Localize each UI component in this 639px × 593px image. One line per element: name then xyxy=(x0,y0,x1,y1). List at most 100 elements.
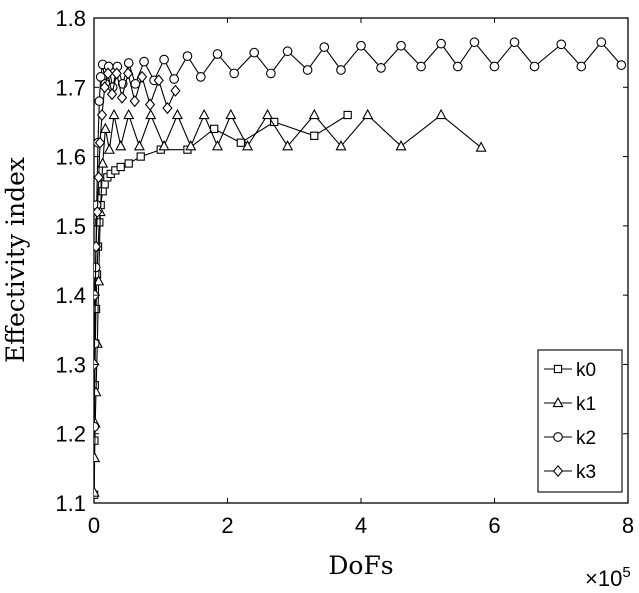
data-point-k3 xyxy=(94,136,106,149)
data-point-k2 xyxy=(302,65,313,75)
data-point-k3 xyxy=(99,81,110,94)
legend-item-k2: k2 xyxy=(544,428,596,449)
data-point-k1 xyxy=(94,385,102,397)
data-point-k1 xyxy=(123,108,135,120)
data-point-k2 xyxy=(95,72,106,82)
data-point-k2 xyxy=(529,61,540,72)
x-tick-label: 4 xyxy=(355,513,367,538)
y-tick-label: 1.4 xyxy=(55,283,86,308)
data-point-k2 xyxy=(130,78,141,89)
y-tick-label: 1.8 xyxy=(55,6,86,31)
data-point-k3 xyxy=(170,84,181,97)
data-point-k2 xyxy=(282,46,293,57)
data-point-k1 xyxy=(362,108,374,120)
data-point-k2 xyxy=(266,68,276,79)
legend-item-k0: k0 xyxy=(544,360,596,381)
legend-label: k3 xyxy=(576,462,596,483)
x-multiplier-exponent: 5 xyxy=(622,564,630,581)
series-k2 xyxy=(94,37,627,432)
data-point-k1 xyxy=(211,140,224,151)
data-point-k3 xyxy=(102,67,114,80)
data-point-k1 xyxy=(335,140,347,151)
x-tick-label: 8 xyxy=(622,513,634,538)
data-point-k1 xyxy=(97,157,109,168)
data-point-k2 xyxy=(159,54,169,65)
data-point-k3 xyxy=(153,74,164,87)
data-point-k0 xyxy=(94,304,101,314)
legend-marker-k3 xyxy=(552,464,564,478)
data-point-k1 xyxy=(94,451,101,463)
data-point-k0 xyxy=(310,131,319,140)
data-point-k2 xyxy=(123,58,134,68)
data-point-k1 xyxy=(145,108,157,120)
data-point-k2 xyxy=(94,96,105,106)
data-point-k0 xyxy=(236,138,245,147)
data-point-k2 xyxy=(489,61,500,72)
data-point-k1 xyxy=(133,140,145,151)
series-line-k1 xyxy=(94,113,482,493)
data-point-k2 xyxy=(139,56,149,67)
legend-marker-k0 xyxy=(553,364,563,374)
data-point-k0 xyxy=(136,152,145,161)
data-point-k2 xyxy=(356,40,366,51)
data-point-k2 xyxy=(336,65,346,75)
data-point-k3 xyxy=(144,98,156,111)
y-tick-label: 1.6 xyxy=(55,145,86,170)
y-tick-label: 1.5 xyxy=(55,214,86,239)
data-point-k1 xyxy=(282,140,294,151)
data-point-k2 xyxy=(436,38,446,49)
data-point-k1 xyxy=(308,108,320,120)
axes-layer: 0 2 4 6 8 1.1 1.2 1.3 1.4 1.5 1.6 1.7 1.8 xyxy=(55,6,634,538)
series-k1 xyxy=(94,108,487,497)
data-point-k1 xyxy=(171,108,183,120)
x-tick-label: 0 xyxy=(88,513,100,538)
data-point-k2 xyxy=(556,39,567,50)
y-tick-label: 1.1 xyxy=(55,491,86,516)
data-point-k1 xyxy=(94,275,105,286)
data-point-k1 xyxy=(158,140,170,151)
data-point-k2 xyxy=(616,60,627,70)
data-point-k1 xyxy=(395,140,407,151)
legend-marker-k1 xyxy=(552,396,564,408)
data-point-k2 xyxy=(195,72,206,82)
data-point-k1 xyxy=(115,140,127,151)
data-point-k2 xyxy=(416,61,426,72)
data-point-k1 xyxy=(94,486,100,497)
series-layer xyxy=(94,37,627,499)
data-point-k2 xyxy=(509,37,520,48)
x-tick-label: 6 xyxy=(488,513,500,538)
data-point-k2 xyxy=(319,42,330,52)
data-point-k3 xyxy=(94,171,104,184)
data-point-k2 xyxy=(376,63,386,73)
data-point-k1 xyxy=(225,108,237,120)
legend-marker-k2 xyxy=(553,432,563,442)
data-point-k1 xyxy=(185,140,197,151)
data-point-k2 xyxy=(94,421,100,432)
data-point-k3 xyxy=(96,108,108,122)
data-point-k0 xyxy=(98,187,107,196)
x-multiplier-label: ×105 xyxy=(585,564,631,591)
data-point-k0 xyxy=(343,110,352,120)
series-k3 xyxy=(94,67,181,371)
legend-box xyxy=(537,349,623,493)
legend-item-k1: k1 xyxy=(544,394,596,415)
data-point-k2 xyxy=(249,47,260,58)
data-point-k3 xyxy=(122,67,134,80)
data-point-k3 xyxy=(94,205,103,219)
data-point-k2 xyxy=(596,37,607,48)
data-point-k2 xyxy=(576,61,587,72)
data-point-k0 xyxy=(95,218,104,227)
data-point-k3 xyxy=(129,95,140,108)
data-point-k1 xyxy=(435,108,447,120)
legend-label: k1 xyxy=(576,394,596,415)
legend-item-k3: k3 xyxy=(544,462,596,483)
data-point-k1 xyxy=(99,122,111,134)
y-tick-label: 1.7 xyxy=(55,75,86,100)
data-point-k3 xyxy=(116,91,128,104)
data-point-k3 xyxy=(162,102,173,115)
data-point-k2 xyxy=(452,61,463,72)
y-tick-label: 1.2 xyxy=(55,422,86,447)
y-tick-label: 1.3 xyxy=(55,352,86,377)
data-point-k3 xyxy=(94,240,102,253)
